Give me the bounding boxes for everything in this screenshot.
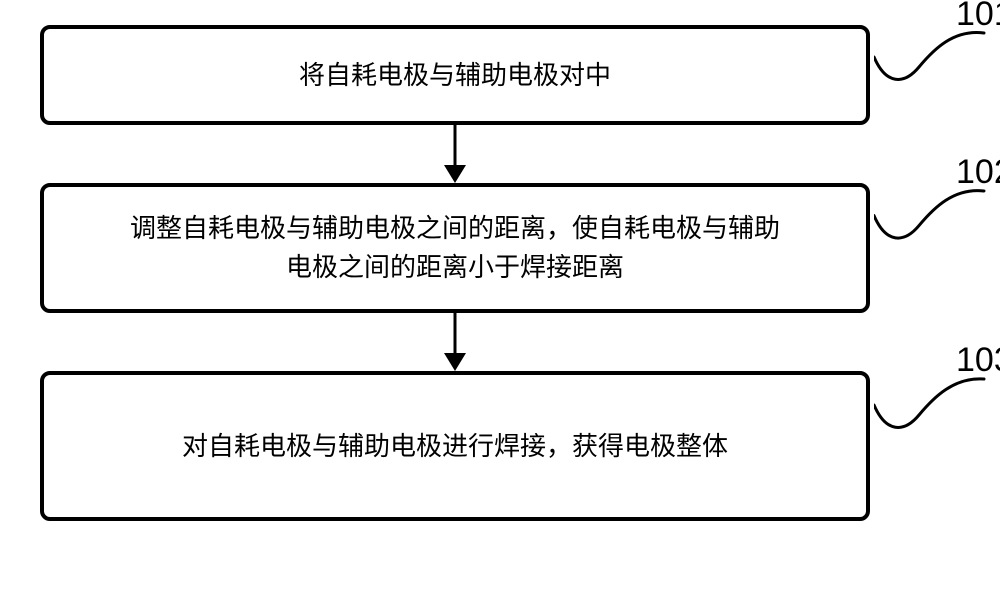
step-label: 103 [956, 341, 1000, 380]
flow-step-102: 调整自耗电极与辅助电极之间的距离，使自耗电极与辅助 电极之间的距离小于焊接距离1… [40, 183, 870, 313]
flow-step-103: 对自耗电极与辅助电极进行焊接，获得电极整体103 [40, 371, 870, 521]
flow-step-text: 对自耗电极与辅助电极进行焊接，获得电极整体 [162, 427, 748, 466]
step-label: 101 [956, 0, 1000, 34]
flow-step-101: 将自耗电极与辅助电极对中101 [40, 25, 870, 125]
flow-arrow [40, 313, 870, 371]
flow-step-text: 调整自耗电极与辅助电极之间的距离，使自耗电极与辅助 电极之间的距离小于焊接距离 [110, 209, 800, 287]
flow-arrow [40, 125, 870, 183]
step-label: 102 [956, 153, 1000, 192]
flow-step-text: 将自耗电极与辅助电极对中 [279, 56, 631, 95]
